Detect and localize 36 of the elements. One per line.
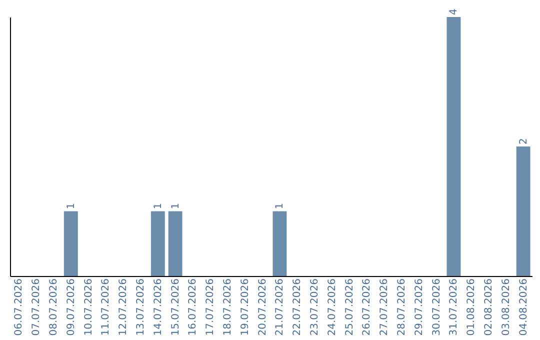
x-tick-label: 12.07.2026 bbox=[118, 278, 130, 336]
x-tick-label: 30.07.2026 bbox=[431, 278, 442, 336]
x-tick-label: 23.07.2026 bbox=[310, 278, 320, 336]
x-tick-label: 13.07.2026 bbox=[136, 278, 146, 336]
data-label: 1 bbox=[66, 202, 77, 210]
data-label: 2 bbox=[518, 138, 530, 144]
x-tick-label: 21.07.2026 bbox=[274, 278, 286, 336]
x-tick-label: 31.07.2026 bbox=[448, 278, 460, 336]
x-tick-label: 28.07.2026 bbox=[396, 278, 408, 336]
x-tick-label: 10.07.2026 bbox=[83, 278, 94, 336]
x-tick-label: 14.07.2026 bbox=[152, 278, 164, 336]
x-tick-label: 27.07.2026 bbox=[379, 278, 390, 336]
data-label: 1 bbox=[274, 202, 286, 210]
x-tick-label: 26.07.2026 bbox=[362, 278, 373, 336]
x-tick-label: 11.07.2026 bbox=[100, 278, 112, 336]
x-tick-label: 15.07.2026 bbox=[170, 278, 182, 336]
x-tick-label: 16.07.2026 bbox=[188, 278, 199, 336]
x-tick-label: 08.07.2026 bbox=[48, 278, 60, 336]
x-tick-label: 25.07.2026 bbox=[344, 278, 356, 336]
x-tick-label: 18.07.2026 bbox=[222, 278, 234, 336]
x-tick-label: 17.07.2026 bbox=[205, 278, 216, 336]
x-tick-label: 22.07.2026 bbox=[292, 278, 304, 336]
data-label: 4 bbox=[448, 8, 460, 15]
x-tick-label: 24.07.2026 bbox=[326, 278, 338, 336]
x-tick-label: 04.08.2026 bbox=[518, 278, 530, 336]
x-tick-label: 02.08.2026 bbox=[484, 278, 494, 336]
x-tick-label: 06.07.2026 bbox=[14, 278, 25, 336]
x-tick-label: 07.07.2026 bbox=[31, 278, 42, 336]
x-tick-label: 09.07.2026 bbox=[66, 278, 77, 336]
x-tick-label: 29.07.2026 bbox=[414, 278, 425, 336]
data-label: 1 bbox=[152, 202, 164, 210]
x-tick-label: 19.07.2026 bbox=[240, 278, 251, 336]
x-tick-label: 20.07.2026 bbox=[257, 278, 268, 336]
data-label: 1 bbox=[170, 202, 182, 210]
x-tick-label: 01.08.2026 bbox=[466, 278, 478, 336]
x-tick-label: 03.08.2026 bbox=[500, 278, 512, 336]
